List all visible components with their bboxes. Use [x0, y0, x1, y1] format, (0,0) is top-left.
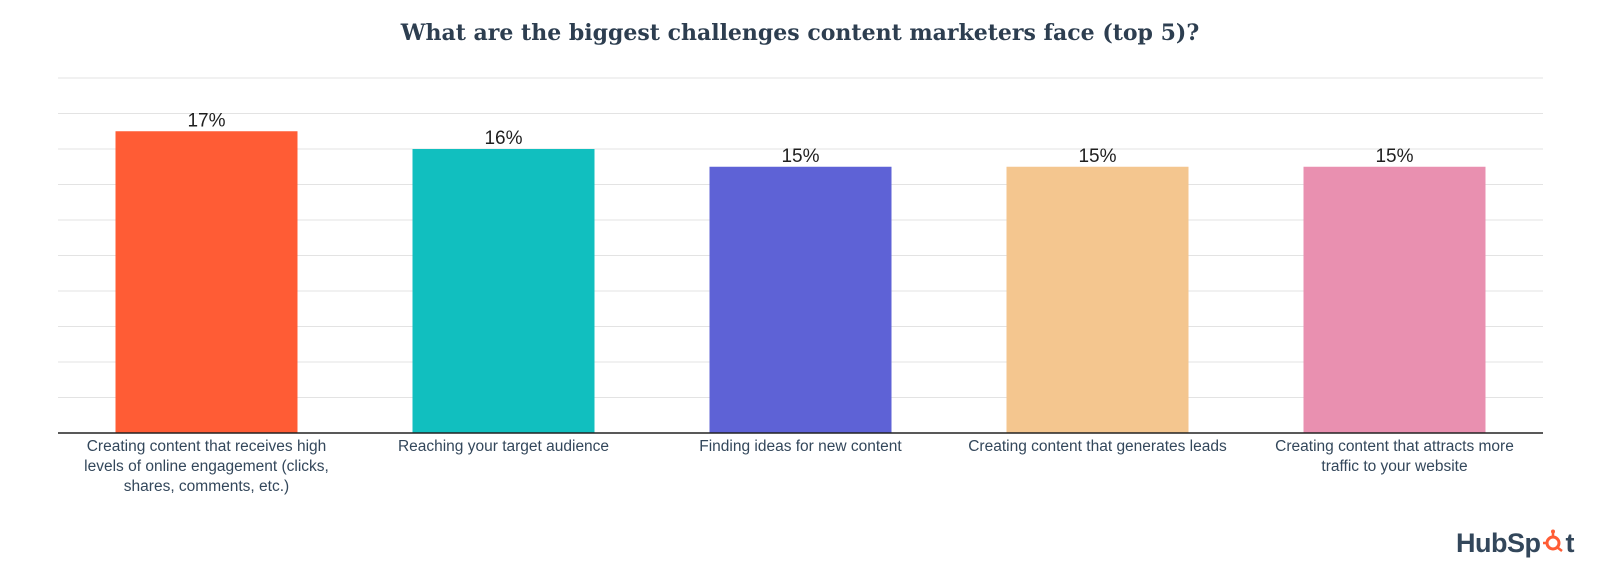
bar-value-label-4: 15% [1078, 146, 1116, 167]
category-label-line: traffic to your website [1321, 458, 1468, 475]
chart-title: What are the biggest challenges content … [400, 20, 1200, 46]
bar-value-label-1: 17% [187, 110, 225, 131]
bar-value-label-3: 15% [781, 146, 819, 167]
category-label-line: Creating content that attracts more [1275, 438, 1514, 455]
bar-value-label-2: 16% [484, 128, 522, 149]
bar-value-label-5: 15% [1375, 146, 1413, 167]
category-label-4: Creating content that generates leads [958, 437, 1238, 457]
category-label-line: Finding ideas for new content [699, 438, 902, 455]
category-label-5: Creating content that attracts more traff… [1255, 437, 1535, 477]
category-label-line: Creating content that generates leads [968, 438, 1227, 455]
bar-2 [412, 149, 595, 433]
logo-text-start: HubSp [1456, 528, 1541, 558]
bar-5 [1303, 166, 1486, 433]
category-label-line: shares, comments, etc.) [123, 478, 290, 495]
hubspot-sprocket-icon [1542, 529, 1563, 552]
bar-4 [1006, 166, 1189, 433]
category-label-2: Reaching your target audience [364, 437, 644, 457]
category-label-line: Creating content that receives high [86, 438, 327, 455]
bars [115, 131, 1486, 433]
category-label-line: Reaching your target audience [397, 438, 610, 455]
category-label-1: Creating content that receives high level… [67, 437, 347, 497]
value-labels: 17% 16% 15% 15% 15% [187, 110, 1413, 167]
hubspot-logo: HubSp t [1456, 528, 1574, 559]
bar-3 [709, 166, 892, 433]
category-label-3: Finding ideas for new content [661, 437, 941, 457]
category-label-line: levels of online engagement (clicks, [84, 458, 329, 475]
logo-text-end: t [1565, 528, 1575, 558]
bar-1 [115, 131, 298, 433]
